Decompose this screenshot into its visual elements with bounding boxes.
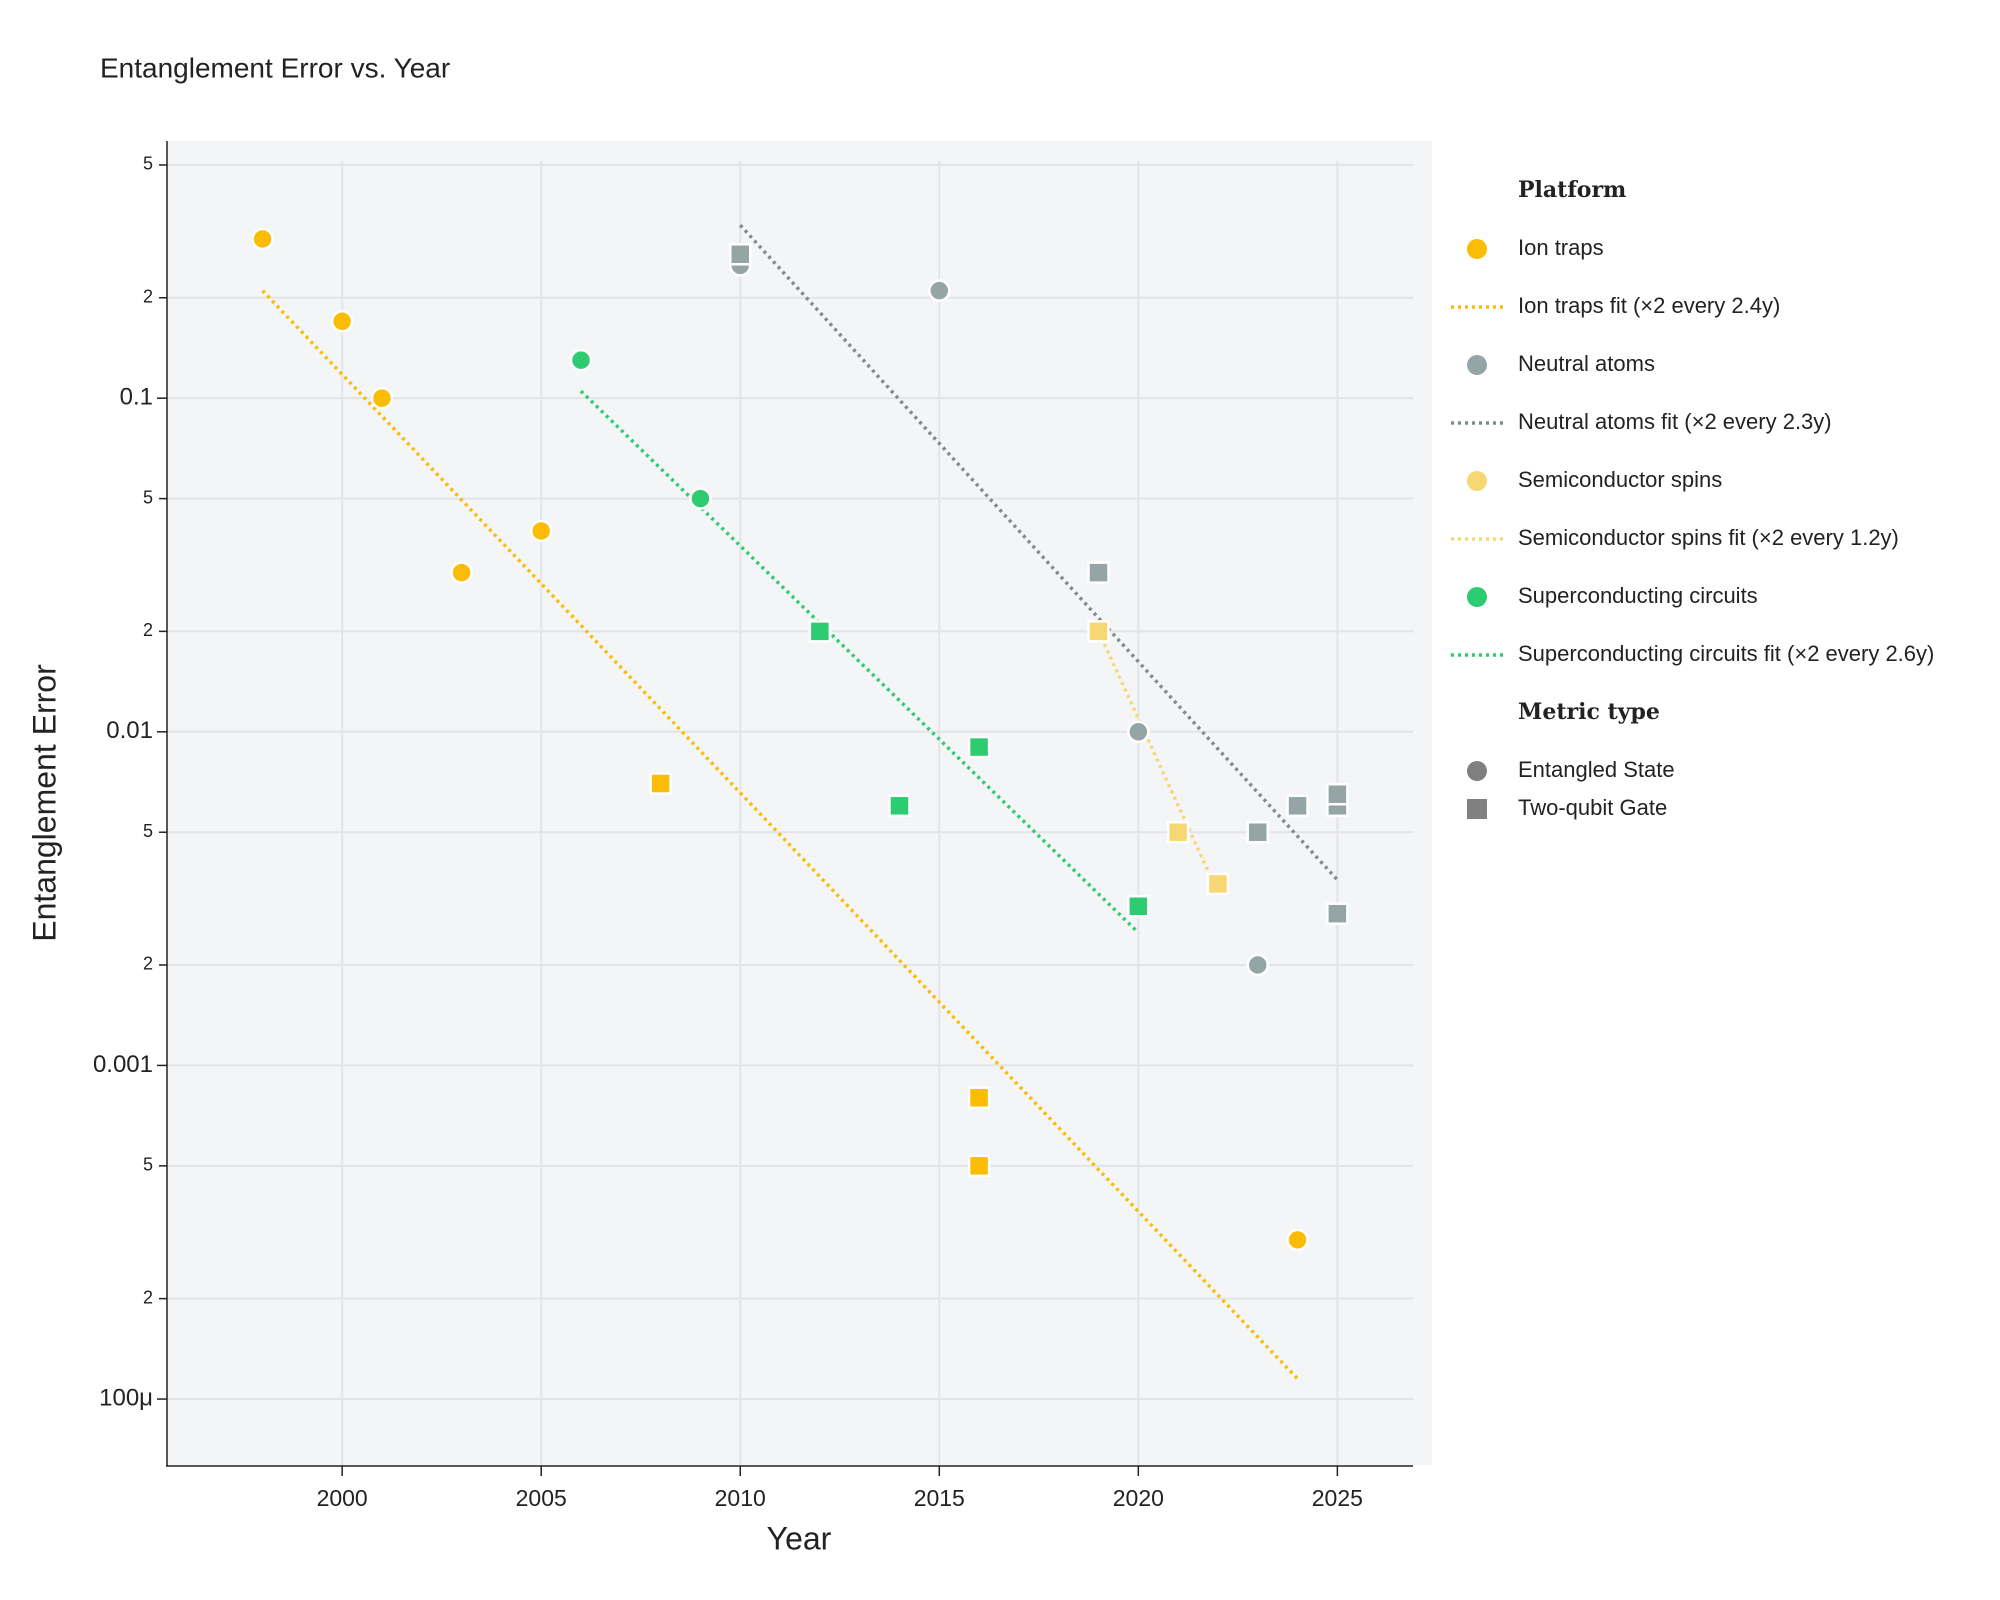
- fit-line: [1096, 630, 1220, 894]
- data-point: [1206, 872, 1230, 896]
- data-point: [1286, 794, 1309, 818]
- y-tick-label: 5: [143, 487, 153, 507]
- data-point: [1326, 902, 1349, 925]
- data-point: [967, 735, 991, 759]
- y-tick-label: 0.001: [93, 1051, 153, 1078]
- data-point: [1127, 894, 1150, 918]
- legend-symbol: [1467, 761, 1487, 781]
- legend-label: Semiconductor spins fit (×2 every 1.2y): [1518, 525, 1899, 550]
- legend-title: Platform: [1518, 177, 1626, 203]
- data-point: [1326, 782, 1349, 806]
- fit-line: [738, 224, 1339, 882]
- data-point: [1127, 720, 1150, 744]
- y-tick-label: 2: [143, 620, 153, 640]
- x-axis-title: Year: [767, 1520, 832, 1556]
- data-point: [928, 279, 951, 302]
- data-point: [1087, 561, 1110, 584]
- y-tick-label: 5: [143, 821, 153, 841]
- data-point: [1087, 620, 1110, 643]
- data-point: [967, 1154, 991, 1178]
- data-point: [1166, 820, 1190, 844]
- y-axis-title: Entanglement Error: [26, 664, 62, 942]
- y-tick-label: 0.1: [120, 384, 153, 411]
- x-tick-label: 2025: [1312, 1485, 1363, 1511]
- data-point: [888, 794, 911, 818]
- legend: Platform Ion traps Ion traps fit (×2 every…: [1451, 177, 1934, 820]
- legend-title: Metric type: [1518, 699, 1660, 725]
- legend-label: Semiconductor spins: [1518, 467, 1722, 492]
- y-tick-label: 100μ: [99, 1384, 153, 1411]
- data-point: [450, 561, 473, 584]
- x-tick-label: 2020: [1113, 1485, 1164, 1511]
- legend-label: Superconducting circuits: [1518, 583, 1758, 608]
- plot-background: [167, 141, 1432, 1465]
- data-point: [728, 243, 752, 266]
- data-point: [808, 620, 832, 643]
- legend-symbol: [1467, 355, 1487, 375]
- legend-label: Neutral atoms: [1518, 351, 1655, 376]
- x-tick-label: 2015: [914, 1485, 965, 1511]
- legend-label: Ion traps: [1518, 235, 1604, 260]
- data-point: [649, 772, 672, 795]
- legend-label: Superconducting circuits fit (×2 every 2…: [1518, 641, 1934, 666]
- legend-symbol: [1467, 587, 1487, 607]
- data-point: [967, 1086, 991, 1110]
- data-point: [251, 227, 274, 251]
- y-tick-label: 2: [143, 286, 153, 306]
- data-point: [529, 519, 553, 543]
- legend-symbol: [1467, 239, 1487, 259]
- data-point: [1246, 820, 1269, 844]
- data-point: [1286, 1228, 1309, 1252]
- y-tick-label: 5: [143, 154, 153, 174]
- legend-symbol: [1467, 799, 1487, 819]
- legend-label: Two-qubit Gate: [1518, 795, 1667, 820]
- chart-title: Entanglement Error vs. Year: [100, 52, 450, 83]
- data-point: [569, 348, 593, 372]
- legend-label: Entangled State: [1518, 757, 1675, 782]
- marks: [251, 224, 1349, 1381]
- legend-symbol: [1467, 471, 1487, 491]
- y-tick-label: 2: [143, 954, 153, 974]
- y-tick-label: 5: [143, 1155, 153, 1175]
- y-tick-label: 0.01: [106, 717, 153, 744]
- fit-line: [261, 289, 1299, 1381]
- x-tick-label: 2000: [317, 1485, 368, 1511]
- data-point: [1246, 953, 1269, 977]
- data-point: [370, 386, 394, 410]
- data-point: [330, 310, 354, 333]
- legend-label: Ion traps fit (×2 every 2.4y): [1518, 293, 1780, 318]
- y-tick-label: 2: [143, 1287, 153, 1307]
- data-point: [689, 487, 712, 510]
- x-tick-label: 2005: [516, 1485, 567, 1511]
- legend-label: Neutral atoms fit (×2 every 2.3y): [1518, 409, 1832, 434]
- x-tick-label: 2010: [715, 1485, 766, 1511]
